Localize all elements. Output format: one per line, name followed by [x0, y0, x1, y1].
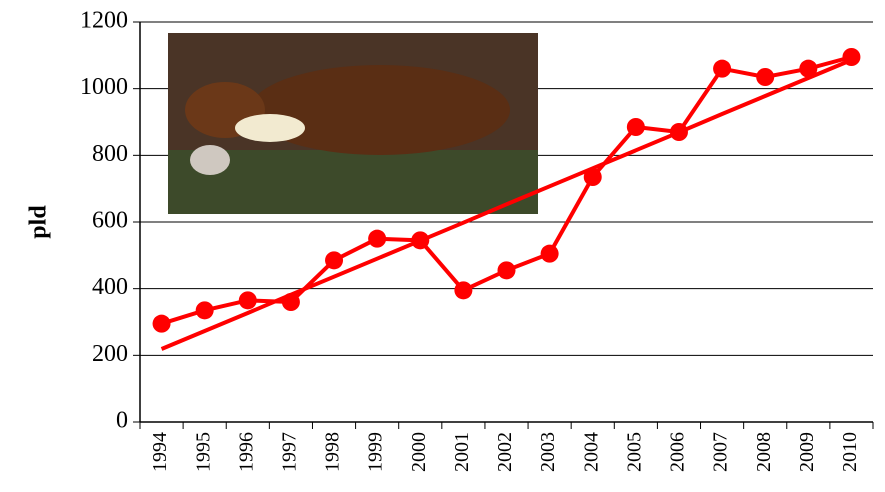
marker [842, 48, 861, 66]
photo-animal-throat [235, 114, 305, 142]
x-tick-label: 1999 [365, 432, 387, 472]
x-tick-label: 1997 [279, 432, 301, 472]
x-tick-label: 2005 [623, 432, 645, 472]
marker [281, 293, 300, 311]
x-tick-label: 2000 [408, 432, 430, 472]
x-tick-label: 2002 [494, 432, 516, 472]
marker [368, 229, 387, 248]
marker [497, 261, 516, 280]
marker [756, 68, 775, 86]
y-tick-label: 400 [92, 274, 128, 300]
marker [626, 118, 645, 136]
photo-prey [190, 145, 230, 175]
marker [152, 314, 171, 333]
marker [411, 231, 430, 250]
x-tick-label: 2004 [580, 432, 602, 472]
x-tick-label: 2001 [451, 432, 473, 472]
x-tick-label: 1995 [192, 432, 214, 472]
y-tick-label: 600 [92, 208, 128, 234]
x-tick-label: 2006 [667, 432, 689, 472]
y-axis-label: pld [26, 205, 52, 239]
y-tick-label: 800 [92, 141, 128, 167]
marker [454, 281, 473, 300]
x-tick-label: 1996 [235, 432, 257, 472]
plot [152, 48, 861, 351]
y-tick-label: 1000 [80, 74, 128, 100]
marker [713, 59, 732, 78]
marker [325, 251, 344, 270]
x-tick-label: 1998 [322, 432, 344, 472]
marker [799, 59, 818, 78]
y-tick-label: 1200 [80, 8, 128, 34]
y-tick-label: 0 [116, 408, 128, 434]
x-tick-label: 2007 [710, 432, 732, 472]
photo [168, 33, 538, 214]
x-tick-label: 1994 [149, 432, 171, 472]
marker [238, 291, 257, 310]
y-tick-label: 200 [92, 341, 128, 367]
x-tick-label: 2009 [796, 432, 818, 472]
photo-animal-body [250, 65, 510, 155]
marker [540, 244, 559, 263]
marker [195, 301, 214, 320]
x-tick-label: 2008 [753, 432, 775, 472]
marker [669, 123, 688, 141]
marker [583, 168, 602, 186]
x-tick-label: 2003 [537, 432, 559, 472]
x-tick-label: 2010 [839, 432, 861, 472]
